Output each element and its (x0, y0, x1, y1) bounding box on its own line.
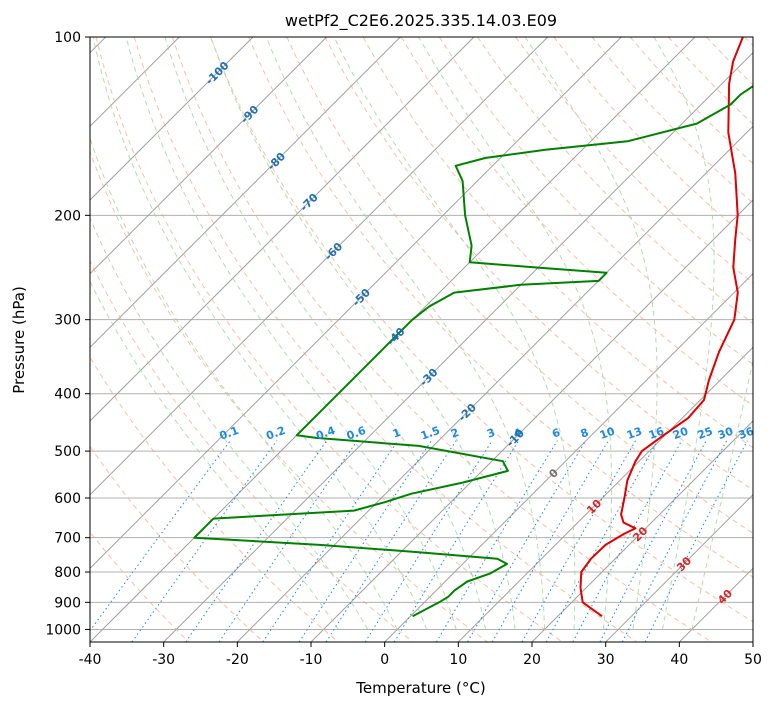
moist-adiabat-line (164, 37, 487, 630)
y-tick-label: 900 (54, 595, 81, 611)
isotherm-line (236, 125, 753, 642)
y-tick-label: 700 (54, 531, 81, 547)
mixing-ratio-label: 1.5 (419, 424, 442, 443)
mixing-ratio-line (131, 440, 278, 642)
mixing-ratio-line (599, 440, 707, 642)
mixing-ratio-label: 0.6 (345, 424, 368, 443)
isotherm-line (90, 37, 401, 349)
isotherm-line (605, 493, 753, 642)
x-tick-label: 40 (670, 652, 688, 668)
mixing-ratio-label: 10 (598, 424, 617, 442)
temperature-profile-line (579, 37, 744, 618)
y-tick-label: 400 (54, 387, 81, 403)
y-tick-label: 800 (54, 565, 81, 581)
x-tick-label: -20 (226, 652, 249, 668)
dry-adiabat-line (90, 445, 264, 642)
x-tick-label: -30 (152, 652, 175, 668)
moist-adiabat-line (653, 37, 715, 630)
moist-adiabat-line (418, 37, 613, 630)
mixing-ratio-label: 6 (550, 426, 562, 441)
plot-background (90, 37, 753, 642)
x-tick-label: 0 (380, 652, 389, 668)
moist-adiabat-line (125, 37, 457, 630)
isotherm-line (384, 272, 753, 642)
mixing-ratio-label: 2 (449, 426, 461, 441)
dry-adiabat-line (362, 37, 753, 449)
mixing-ratio-line (185, 440, 328, 642)
isotherm-line (310, 199, 753, 642)
mixing-ratio-label: 3 (485, 426, 497, 441)
mixing-ratio-line (435, 440, 558, 642)
moist-adiabat-line (691, 358, 753, 630)
mixing-ratio-label: 1 (391, 426, 403, 441)
mixing-ratio-label: 30 (716, 424, 735, 442)
mixing-ratio-label: 36 (737, 424, 756, 442)
axes: -40 -30 -20 -10 0 10 20 30 40 5010020030040050060… (45, 30, 762, 668)
mixing-ratio-line (572, 440, 683, 642)
isotherm-line (90, 37, 475, 422)
dry-adiabat-line (400, 37, 753, 407)
mixing-ratio-line (491, 440, 609, 642)
mixing-ratio-label: 0.1 (218, 424, 241, 443)
x-tick-label: 20 (523, 652, 541, 668)
x-tick-label: 50 (744, 652, 762, 668)
mixing-ratio-line (621, 440, 728, 642)
plot-frame (89, 36, 754, 643)
x-tick-label: -40 (79, 652, 102, 668)
mixing-ratio-label: 0.2 (264, 424, 287, 443)
isotherm-line (90, 37, 549, 496)
line-labels: 0.1 0.2 0.4 0.6 1 1.5 2 3 4 6 8 10 13 16 20 25 30 36-100-… (203, 59, 756, 607)
y-tick-label: 500 (54, 444, 81, 460)
x-axis-title: Temperature (°C) (355, 679, 485, 697)
mixing-ratio-line (364, 440, 493, 642)
mixing-ratio-label: 16 (647, 424, 666, 442)
isotherm-line (752, 641, 753, 642)
y-tick-label: 1000 (45, 622, 81, 638)
moist-adiabat-line (333, 37, 576, 630)
dry-adiabat-line (210, 37, 753, 623)
profiles (193, 37, 753, 618)
y-axis-title: Pressure (hPa) (10, 286, 28, 394)
chart-title: wetPf2_C2E6.2025.335.14.03.E09 (285, 11, 557, 31)
mixing-ratio-label: 25 (696, 425, 715, 442)
mixing-ratio-line (545, 440, 659, 642)
x-tick-label: -10 (300, 652, 323, 668)
y-tick-label: 200 (54, 208, 81, 224)
dry-adiabat-line (324, 37, 753, 491)
mixing-ratio-line (644, 440, 748, 642)
y-tick-label: 300 (54, 313, 81, 329)
moist-adiabat-line (265, 37, 546, 630)
mixing-ratio-label: 0.4 (314, 424, 337, 443)
mixing-ratio-line (467, 440, 587, 642)
dry-adiabat-line (248, 37, 753, 578)
mixing-ratio-label: 20 (671, 424, 690, 442)
isotherm-line (457, 346, 753, 642)
dry-adiabat-line (95, 37, 563, 642)
isotherm-line (90, 37, 254, 201)
y-tick-label: 600 (54, 491, 81, 507)
dry-adiabat-line (133, 37, 638, 642)
isotherm-line (531, 420, 753, 642)
mixing-ratio-label: 13 (625, 425, 644, 442)
isotherm-line (90, 37, 622, 570)
moist-adiabat-line (210, 37, 516, 630)
moist-adiabat-line (92, 37, 428, 630)
dewpoint-profile-line (193, 84, 753, 618)
mixing-ratio-label: 4 (512, 426, 524, 441)
dry-adiabat-line (171, 37, 712, 642)
mixing-ratio-line (393, 440, 520, 642)
moist-adiabat-line (90, 216, 369, 630)
dry-adiabat-line (90, 150, 488, 642)
isotherm-line (90, 37, 328, 275)
x-tick-label: 30 (597, 652, 615, 668)
mixing-ratio-line (521, 440, 637, 642)
moist-adiabat-line (90, 136, 398, 630)
mixing-ratio-label: 8 (579, 426, 591, 441)
mixing-ratio-line (298, 440, 432, 642)
moist-adiabat-line (524, 37, 658, 630)
x-tick-label: 10 (449, 652, 467, 668)
y-tick-label: 100 (54, 30, 81, 46)
